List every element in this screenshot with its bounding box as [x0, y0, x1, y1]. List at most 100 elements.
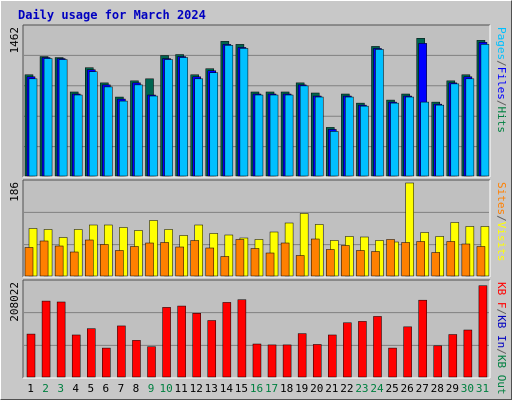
bar-pages-day-16	[254, 94, 264, 177]
x-tick-label-day-2: 2	[42, 382, 49, 395]
bar-sites-day-22	[341, 245, 350, 277]
bar-sites-day-7	[115, 250, 124, 277]
bar-pages-day-29	[450, 83, 460, 177]
x-tick-label-day-14: 14	[220, 382, 234, 395]
hits-axis-label-part: /	[495, 60, 508, 67]
bar-sites-day-2	[39, 240, 49, 277]
x-tick-label-day-5: 5	[87, 382, 94, 395]
bar-sites-day-28	[431, 252, 440, 277]
x-tick-label-day-31: 31	[476, 382, 489, 395]
hits-axis-label-part: Hits	[495, 107, 508, 134]
x-tick-label-day-25: 25	[385, 382, 398, 395]
bar-sites-day-15	[235, 239, 245, 277]
bar-sites-day-10	[160, 242, 169, 277]
bar-pages-day-31	[480, 44, 490, 177]
bar-kbf-day-29	[448, 334, 458, 378]
x-tick-label-day-13: 13	[205, 382, 218, 395]
bar-kbf-day-17	[267, 344, 277, 378]
bar-pages-day-5	[89, 71, 98, 177]
bar-sites-day-12	[190, 240, 199, 277]
bar-pages-day-13	[209, 72, 219, 177]
bar-sites-day-19	[295, 255, 305, 277]
x-tick-label-day-30: 30	[461, 382, 474, 395]
bar-pages-day-23	[360, 105, 369, 177]
bar-kbf-day-16	[252, 343, 262, 378]
bar-pages-day-17	[269, 94, 279, 177]
kbytes-axis-label: KB F/KB In/KB Out	[495, 282, 508, 395]
bar-kbf-day-21	[328, 334, 337, 378]
x-tick-label-day-24: 24	[370, 382, 384, 395]
x-tick-label-day-9: 9	[148, 382, 155, 395]
bar-kbf-day-6	[102, 347, 111, 378]
bar-kbf-day-22	[343, 322, 352, 378]
bar-sites-day-20	[310, 238, 320, 277]
bar-kbf-day-27	[418, 299, 427, 378]
bar-sites-day-5	[85, 239, 94, 277]
bar-sites-day-1	[24, 247, 34, 277]
x-tick-label-day-29: 29	[446, 382, 459, 395]
bar-sites-day-29	[446, 241, 456, 277]
x-tick-label-day-3: 3	[57, 382, 64, 395]
x-tick-label-day-23: 23	[355, 382, 368, 395]
bar-pages-day-8	[134, 84, 143, 177]
x-tick-label-day-16: 16	[250, 382, 263, 395]
bar-kbf-day-5	[87, 328, 96, 378]
bar-sites-day-8	[130, 246, 139, 277]
bar-sites-day-13	[205, 247, 215, 277]
chart-title: Daily usage for March 2024	[18, 8, 206, 22]
bar-pages-day-7	[119, 100, 128, 177]
bar-pages-day-3	[58, 59, 68, 177]
bar-pages-day-25	[390, 102, 399, 177]
x-tick-label-day-22: 22	[340, 382, 353, 395]
visits-axis-label-part: Sites	[495, 182, 508, 215]
bar-sites-day-6	[100, 244, 109, 277]
kbytes-max-label: 208022	[8, 282, 21, 322]
bar-pages-day-15	[239, 48, 249, 177]
bar-pages-day-10	[164, 59, 173, 177]
bar-pages-day-22	[345, 96, 354, 177]
bar-kbf-day-12	[192, 313, 201, 378]
x-tick-label-day-11: 11	[175, 382, 188, 395]
bar-sites-day-30	[461, 243, 471, 277]
bar-kbf-day-30	[463, 329, 473, 378]
bar-sites-day-27	[416, 241, 425, 277]
bar-kbf-day-24	[373, 316, 382, 378]
bar-kbf-day-2	[41, 300, 51, 378]
bar-sites-day-11	[175, 246, 184, 277]
bar-kbf-day-28	[433, 345, 442, 378]
bar-sites-day-17	[265, 252, 275, 277]
x-tick-label-day-1: 1	[27, 382, 34, 395]
bar-pages-day-27	[420, 101, 429, 177]
bar-kbf-day-13	[207, 320, 217, 378]
bar-pages-day-12	[194, 78, 203, 177]
x-tick-label-day-21: 21	[325, 382, 338, 395]
bar-pages-day-18	[284, 94, 294, 177]
x-tick-label-day-17: 17	[265, 382, 278, 395]
x-tick-label-day-6: 6	[103, 382, 110, 395]
bar-pages-day-2	[43, 58, 53, 177]
visits-axis-label-part: Visits	[495, 222, 508, 262]
bar-pages-day-19	[299, 85, 309, 177]
kbytes-axis-label-part: KB Out	[495, 355, 508, 395]
x-tick-label-day-7: 7	[118, 382, 125, 395]
kbytes-axis-label-part: KB In	[495, 315, 508, 348]
bar-pages-day-6	[104, 86, 113, 177]
x-tick-label-day-12: 12	[190, 382, 203, 395]
x-tick-label-day-19: 19	[295, 382, 308, 395]
bar-sites-day-9	[145, 242, 154, 277]
bar-kbf-day-23	[358, 321, 367, 378]
bar-pages-day-20	[314, 96, 324, 177]
bar-kbf-day-18	[282, 344, 292, 378]
bar-kbf-day-31	[478, 285, 488, 378]
hits-axis-label: Pages/Files/Hits	[495, 27, 508, 133]
visits-max-label: 186	[8, 182, 21, 202]
bar-kbf-day-25	[388, 347, 397, 378]
bar-kbf-day-26	[403, 326, 412, 378]
bar-pages-day-24	[375, 49, 384, 177]
bar-sites-day-31	[476, 246, 486, 277]
hits-max-label: 1462	[8, 27, 21, 54]
kbytes-axis-label-part: /	[495, 309, 508, 316]
kbytes-axis-label-part: KB F	[495, 282, 508, 309]
x-tick-label-day-10: 10	[159, 382, 172, 395]
